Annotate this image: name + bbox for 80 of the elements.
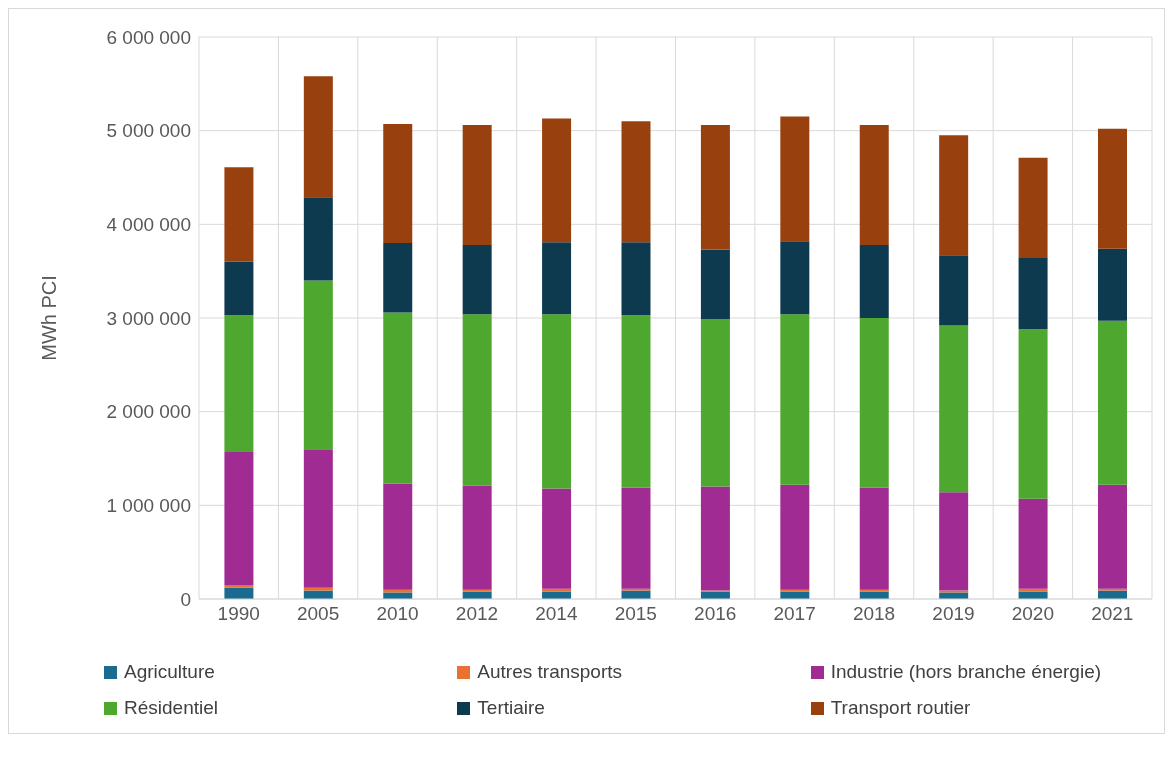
bar — [1018, 498, 1048, 589]
bar — [1098, 128, 1127, 249]
bar — [224, 261, 254, 316]
bar — [303, 587, 333, 591]
bar — [939, 135, 969, 256]
y-tick-label: 6 000 000 — [106, 26, 191, 48]
x-tick-label: 2014 — [535, 603, 578, 625]
legend-label: Industrie (hors branche énergie) — [830, 661, 1102, 683]
x-tick-label: 2005 — [296, 603, 340, 625]
bar — [383, 124, 413, 244]
y-tick-label: 1 000 000 — [106, 495, 191, 517]
legend-label: Résidentiel — [124, 697, 218, 719]
x-tick-label: 2010 — [376, 603, 419, 625]
bar — [621, 487, 651, 589]
bar — [1018, 588, 1048, 592]
bar — [1018, 329, 1048, 499]
bar — [1018, 258, 1048, 330]
x-tick-label: 2020 — [1011, 603, 1055, 625]
bar — [700, 249, 730, 319]
y-axis-title: MWh PCI — [38, 275, 61, 361]
bar — [700, 125, 730, 250]
bar — [383, 243, 413, 313]
bar — [1098, 320, 1127, 485]
bar — [780, 116, 810, 242]
x-tick-label: 2017 — [773, 603, 816, 625]
x-tick-label: 2016 — [694, 603, 737, 625]
y-tick-label: 2 000 000 — [106, 401, 191, 423]
bar — [1098, 248, 1127, 321]
bar — [939, 255, 969, 326]
bar — [939, 325, 969, 493]
y-tick-label: 3 000 000 — [106, 307, 191, 329]
bar — [780, 241, 810, 315]
bar — [303, 449, 333, 588]
bar — [303, 76, 333, 198]
x-tick-label: 1990 — [217, 603, 260, 625]
bar — [462, 314, 492, 486]
x-tick-label: 2012 — [455, 603, 499, 625]
bar — [462, 125, 492, 245]
legend-label: Agriculture — [124, 661, 215, 683]
bar — [859, 244, 889, 318]
bar — [303, 280, 333, 450]
bar — [859, 125, 889, 245]
bar — [303, 197, 333, 281]
bar — [542, 314, 572, 489]
bar — [383, 592, 413, 599]
bar — [224, 167, 254, 262]
legend-label: Transport routier — [830, 697, 971, 719]
bar — [621, 121, 651, 243]
bar — [542, 118, 572, 243]
y-tick-label: 0 — [180, 588, 191, 610]
bar — [621, 242, 651, 316]
bar — [859, 318, 889, 488]
bar — [542, 588, 572, 592]
bar — [780, 314, 810, 485]
y-tick-label: 4 000 000 — [106, 214, 191, 236]
bar — [780, 484, 810, 590]
bar — [1098, 484, 1127, 589]
bar — [383, 483, 413, 590]
legend-label: Autres transports — [477, 661, 622, 683]
bar — [859, 487, 889, 590]
x-tick-label: 2021 — [1091, 603, 1134, 625]
legend-label: Tertiaire — [477, 697, 545, 719]
bar — [621, 315, 651, 488]
bar — [939, 592, 969, 599]
x-tick-label: 2015 — [614, 603, 657, 625]
bar — [700, 318, 730, 487]
bar — [224, 584, 254, 588]
bar — [700, 486, 730, 591]
bar — [224, 451, 254, 585]
bar — [383, 312, 413, 484]
bar — [224, 315, 254, 452]
y-tick-label: 5 000 000 — [106, 120, 191, 142]
bar — [542, 242, 572, 315]
bar — [462, 485, 492, 590]
bar — [462, 244, 492, 315]
bar — [542, 488, 572, 589]
x-tick-label: 2018 — [852, 603, 896, 625]
bar — [939, 492, 969, 591]
bar — [1018, 157, 1048, 259]
x-tick-label: 2019 — [932, 603, 975, 625]
